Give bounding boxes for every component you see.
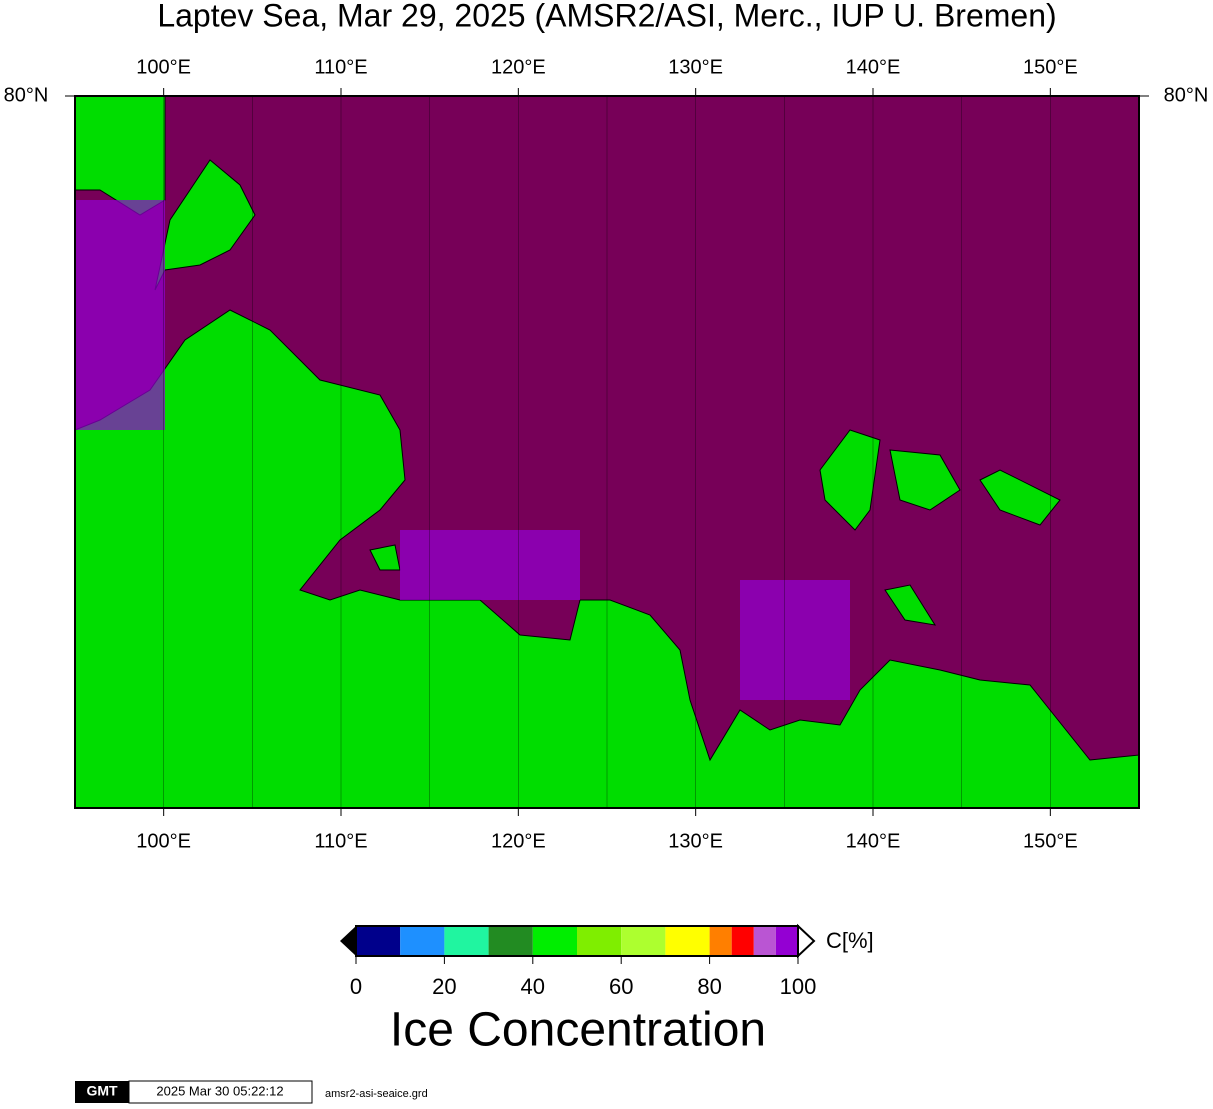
lon-label: 130°E	[668, 56, 723, 78]
colorbar-title: Ice Concentration	[390, 1004, 766, 1057]
lon-label: 110°E	[314, 56, 367, 78]
lon-label: 100°E	[136, 56, 191, 78]
lon-label: 130°E	[668, 830, 723, 852]
lon-label: 120°E	[491, 830, 546, 852]
land-new-siberia	[889, 449, 961, 511]
lon-label: 120°E	[491, 56, 546, 78]
logo: GMT	[86, 1083, 118, 1099]
title: Laptev Sea, Mar 29, 2025 (AMSR2/ASI, Mer…	[157, 0, 1056, 33]
colorbar-tick-label: 80	[697, 974, 721, 999]
land-severnaya-zemlya	[154, 159, 256, 291]
colorbar-high-arrow	[797, 923, 816, 959]
ice-patches	[75, 200, 850, 700]
map-frame	[74, 95, 1140, 809]
colorbar-bin	[753, 926, 776, 956]
logo-box	[75, 1081, 129, 1103]
meridians	[163, 96, 1051, 808]
colorbar-tick-label: 0	[350, 974, 362, 999]
colorbar-bin	[665, 926, 710, 956]
colorbar	[356, 926, 798, 956]
land-bennett	[979, 469, 1061, 526]
colorbar-frame	[355, 925, 799, 957]
colorbar-low-arrow	[340, 926, 356, 956]
lon-label: 110°E	[314, 830, 367, 852]
colorbar-bin	[621, 926, 666, 956]
colorbar-bin	[709, 926, 732, 956]
colorbar-bin	[444, 926, 489, 956]
lat-label: 80°N	[1164, 84, 1209, 106]
lon-label: 100°E	[136, 830, 191, 852]
colorbar-tick-label: 60	[609, 974, 633, 999]
colorbar-tick-label: 20	[432, 974, 456, 999]
colorbar-bin	[488, 926, 533, 956]
colorbar-bin	[532, 926, 577, 956]
colorbar-bin	[400, 926, 445, 956]
timestamp: 2025 Mar 30 05:22:12	[156, 1083, 283, 1098]
colorbar-bin	[577, 926, 622, 956]
colorbar-bin	[775, 926, 798, 956]
ice-patch	[740, 580, 850, 700]
lon-label: 140°E	[846, 56, 901, 78]
land-kotelny	[819, 429, 881, 531]
lon-label: 150°E	[1023, 830, 1078, 852]
colorbar-unit: C[%]	[826, 928, 874, 953]
ice-patch	[400, 530, 580, 600]
ice-patch	[75, 200, 165, 430]
lon-label: 150°E	[1023, 56, 1078, 78]
colorbar-bin	[731, 926, 754, 956]
land-bolshoy-lyakhovsky	[884, 584, 937, 626]
file-name: amsr2-asi-seaice.grd	[325, 1088, 428, 1100]
lon-label: 140°E	[846, 830, 901, 852]
colorbar-tick-label: 40	[521, 974, 545, 999]
colorbar-tick-label: 100	[780, 974, 817, 999]
lat-label: 80°N	[4, 84, 49, 106]
colorbar-bin	[356, 926, 401, 956]
timestamp-box	[128, 1080, 313, 1104]
